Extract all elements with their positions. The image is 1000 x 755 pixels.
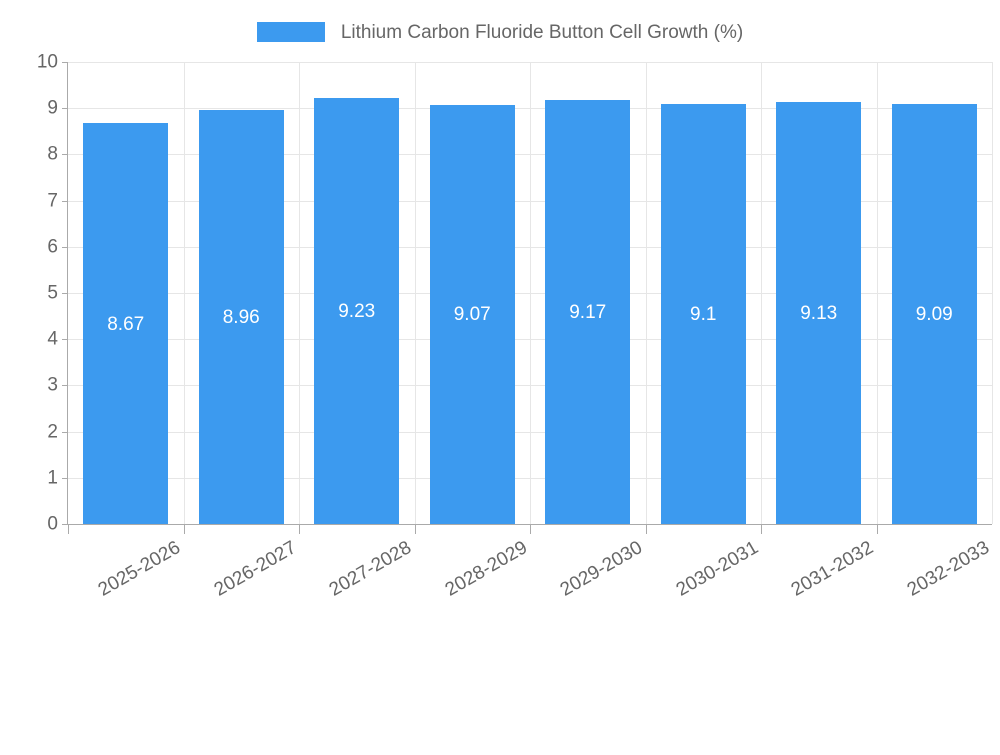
- gridline-vertical: [761, 62, 762, 524]
- bar[interactable]: 9.23: [314, 97, 400, 524]
- y-axis-tick-label: 4: [47, 328, 58, 350]
- gridline-vertical: [414, 62, 416, 524]
- bar-value-label: 8.67: [107, 313, 145, 335]
- y-axis-tick-label: 7: [47, 190, 58, 212]
- bar-value-label: 9.17: [569, 302, 607, 324]
- bar-value-label: 9.1: [690, 303, 717, 325]
- y-axis-tickmark: [62, 200, 68, 202]
- bar-value-label: 9.13: [800, 303, 838, 325]
- plot-area: 8.67 8.96 9.23 9.07 9.17 9.1 9.13 9.09: [68, 62, 993, 524]
- bar[interactable]: 9.07: [429, 104, 515, 524]
- chart-legend: Lithium Carbon Fluoride Button Cell Grow…: [0, 14, 1000, 50]
- x-axis-tickmark: [761, 525, 762, 534]
- x-axis-tickmark: [183, 525, 185, 534]
- y-axis-tickmark: [62, 524, 68, 525]
- x-axis-tickmark: [68, 525, 69, 534]
- gridline-vertical: [299, 62, 300, 524]
- bar[interactable]: 9.09: [891, 104, 977, 524]
- y-axis-line: [67, 62, 68, 525]
- bar[interactable]: 8.67: [83, 123, 169, 524]
- bar-value-label: 9.07: [453, 304, 491, 326]
- gridline-vertical: [183, 62, 185, 524]
- y-axis-tickmark: [62, 431, 68, 433]
- legend-swatch-icon: [256, 22, 325, 42]
- y-axis-tick-label: 6: [47, 236, 58, 258]
- bar-chart: Lithium Carbon Fluoride Button Cell Grow…: [0, 0, 1000, 601]
- x-axis-tickmark: [414, 525, 416, 534]
- x-axis-tickmark: [645, 525, 647, 534]
- bar-value-label: 9.09: [915, 304, 953, 326]
- x-axis-tickmark: [299, 525, 300, 534]
- y-axis-tickmark: [62, 62, 68, 63]
- gridline-vertical: [876, 62, 878, 524]
- y-axis-tickmark: [62, 293, 68, 294]
- y-axis-tickmark: [62, 108, 68, 110]
- y-axis-tick-label: 9: [47, 97, 58, 119]
- y-axis-tick-label: 8: [47, 143, 58, 165]
- y-axis-tickmark: [62, 246, 68, 248]
- x-axis-line: [68, 524, 992, 525]
- y-axis-labels: 0 1 2 3 4 5 6 7 8 9 10: [0, 0, 58, 600]
- y-axis-tick-label: 10: [36, 51, 58, 73]
- gridline-vertical: [530, 62, 531, 524]
- bar[interactable]: 9.1: [660, 103, 746, 524]
- y-axis-tick-label: 3: [47, 374, 58, 396]
- y-axis-tickmark: [62, 385, 68, 387]
- y-axis-tickmark: [62, 154, 68, 156]
- y-axis-tick-label: 1: [47, 467, 58, 489]
- legend-entry[interactable]: Lithium Carbon Fluoride Button Cell Grow…: [256, 21, 744, 43]
- x-axis-tickmark: [530, 525, 531, 534]
- gridline-vertical: [645, 62, 647, 524]
- y-axis-tick-label: 5: [47, 282, 58, 304]
- y-axis-tick-label: 2: [47, 421, 58, 443]
- legend-label: Lithium Carbon Fluoride Button Cell Grow…: [340, 21, 744, 43]
- bar-value-label: 8.96: [222, 307, 260, 329]
- y-axis-tickmark: [62, 477, 68, 479]
- x-axis-tickmark: [876, 525, 878, 534]
- bar[interactable]: 9.17: [545, 100, 631, 524]
- y-axis-tick-label: 0: [47, 513, 58, 535]
- bar[interactable]: 9.13: [776, 102, 862, 524]
- bar[interactable]: 8.96: [198, 110, 284, 524]
- gridline-vertical: [992, 62, 993, 524]
- bar-value-label: 9.23: [338, 300, 376, 322]
- y-axis-tickmark: [62, 339, 68, 341]
